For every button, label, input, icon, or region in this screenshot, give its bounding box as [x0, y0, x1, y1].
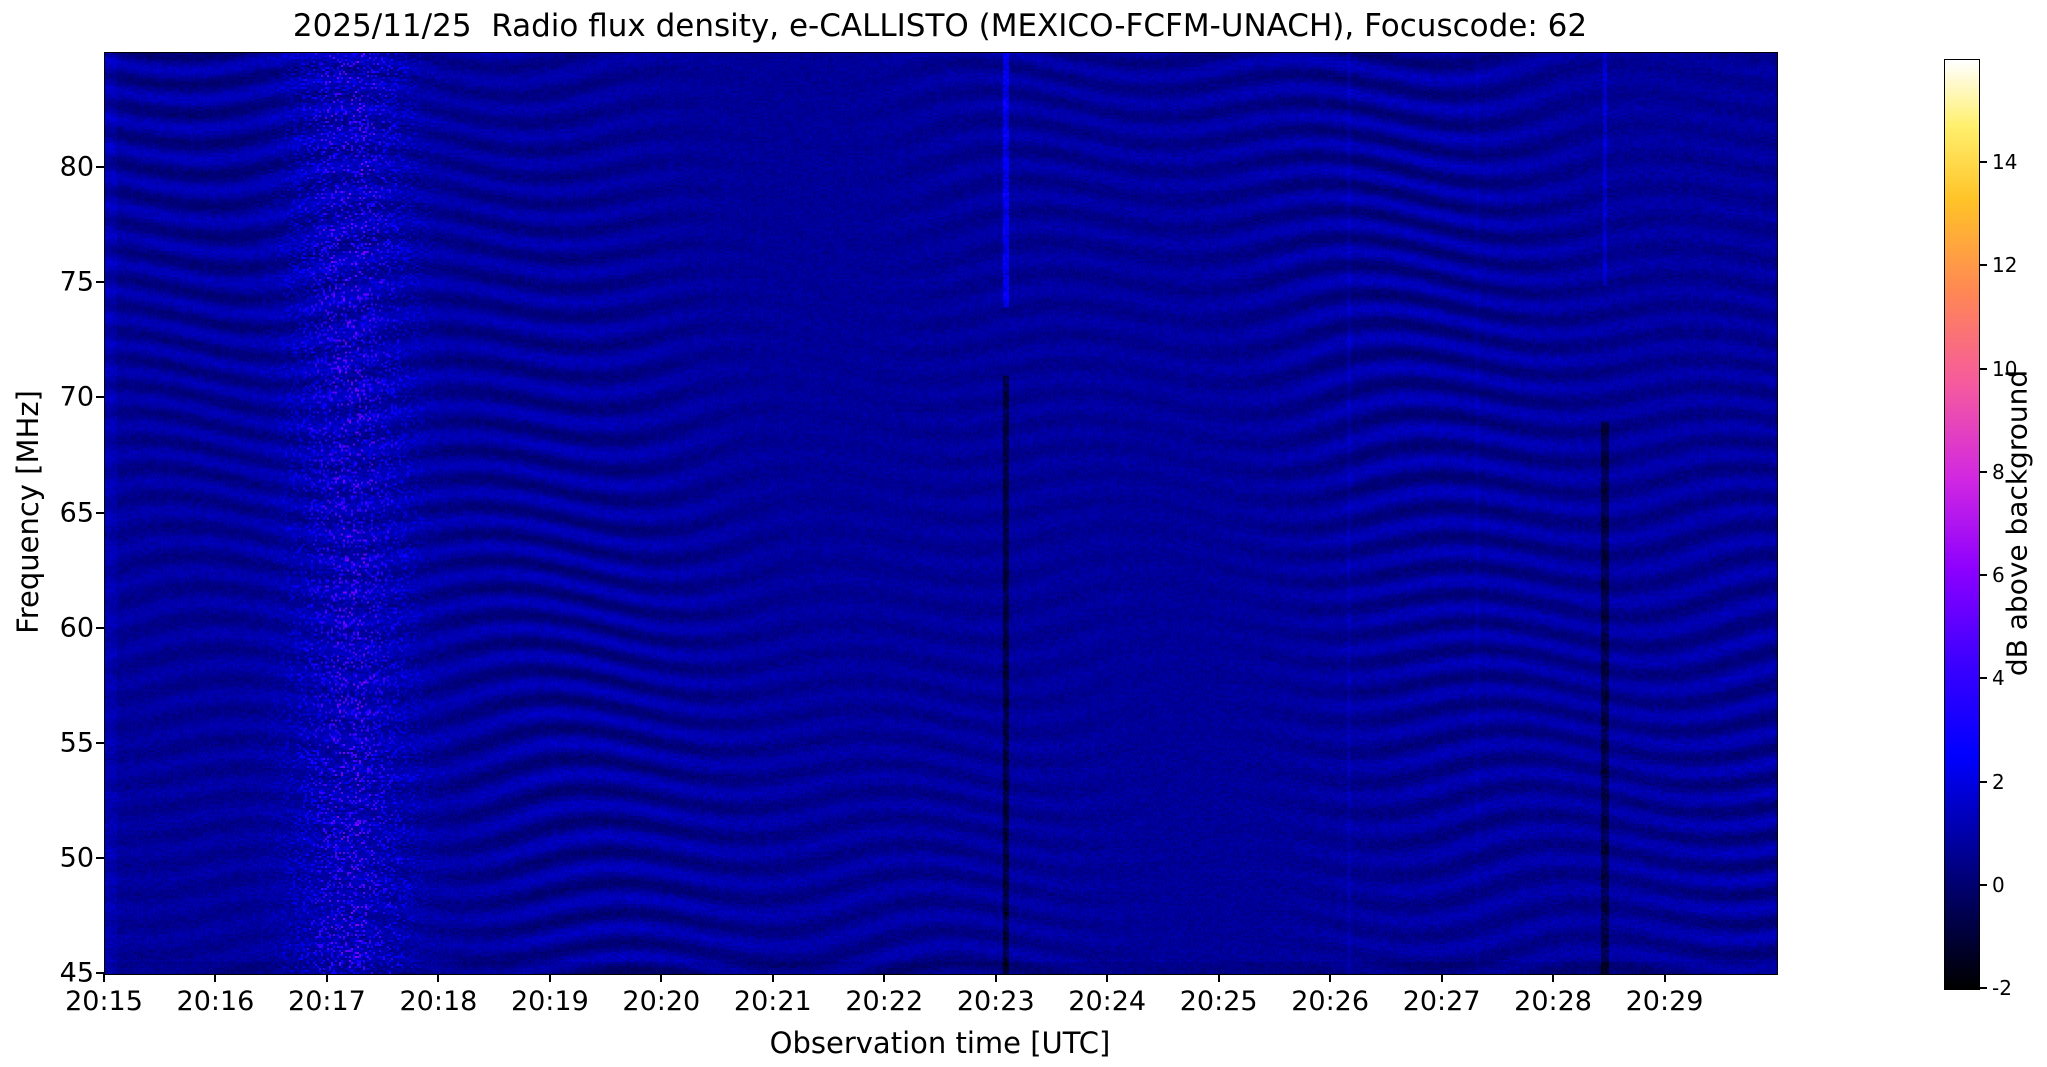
y-tick-label: 45: [59, 957, 94, 989]
x-tick-mark: [325, 974, 328, 982]
y-tick-label: 60: [59, 612, 94, 644]
colorbar-label: dB above background: [2000, 369, 2034, 677]
y-tick-label: 75: [59, 266, 94, 298]
x-tick-label: 20:16: [176, 986, 255, 1017]
x-tick-mark: [883, 974, 886, 982]
x-tick-mark: [103, 974, 105, 982]
x-tick-label: 20:15: [65, 986, 143, 1017]
y-tick-mark: [96, 511, 104, 514]
y-tick-label: 50: [59, 842, 94, 874]
y-tick-label: 70: [59, 381, 94, 413]
x-tick-label: 20:26: [1291, 986, 1370, 1017]
colorbar-tick-label: 4: [1992, 666, 2005, 691]
y-tick-label: 65: [59, 497, 94, 528]
colorbar-tick-mark: [1980, 264, 1987, 267]
colorbar-tick-label: 14: [1992, 150, 2018, 175]
x-tick-mark: [548, 974, 551, 982]
colorbar-tick-mark: [1980, 367, 1987, 370]
y-tick-label: 55: [59, 727, 94, 759]
x-tick-label: 20:19: [510, 986, 589, 1017]
y-tick-mark: [96, 166, 104, 169]
x-tick-mark: [437, 974, 440, 982]
colorbar-tick-label: 12: [1992, 253, 2018, 278]
colorbar-tick-label: 2: [1992, 769, 2005, 794]
colorbar-tick-label: -2: [1992, 976, 2012, 1000]
x-tick-label: 20:21: [733, 986, 812, 1017]
colorbar-tick-mark: [1980, 883, 1987, 886]
colorbar-tick-mark: [1980, 470, 1987, 473]
y-tick-mark: [96, 856, 104, 859]
colorbar-tick-mark: [1980, 780, 1987, 783]
x-tick-label: 20:22: [845, 986, 924, 1017]
colorbar: [1944, 59, 1980, 990]
x-tick-mark: [1552, 974, 1555, 982]
colorbar-tick-label: 8: [1992, 459, 2005, 484]
x-tick-mark: [1663, 974, 1666, 982]
colorbar-tick-label: 10: [1992, 356, 2018, 381]
x-tick-mark: [994, 974, 997, 982]
x-tick-label: 20:17: [288, 986, 366, 1017]
x-tick-label: 20:24: [1068, 986, 1147, 1017]
x-tick-label: 20:28: [1514, 986, 1592, 1017]
x-tick-label: 20:25: [1179, 986, 1258, 1017]
colorbar-tick-mark: [1980, 574, 1987, 577]
y-tick-mark: [96, 281, 104, 284]
x-tick-label: 20:23: [956, 986, 1035, 1017]
x-tick-mark: [1217, 974, 1220, 982]
x-tick-mark: [1440, 974, 1443, 982]
x-tick-label: 20:29: [1625, 986, 1704, 1017]
y-tick-mark: [96, 972, 104, 974]
spectrogram-heatmap: [104, 52, 1778, 975]
colorbar-tick-label: 6: [1992, 563, 2005, 588]
x-tick-mark: [1329, 974, 1332, 982]
x-tick-mark: [660, 974, 663, 982]
colorbar-tick-mark: [1980, 677, 1987, 680]
y-tick-mark: [96, 741, 104, 744]
colorbar-tick-mark: [1980, 161, 1987, 164]
x-tick-label: 20:20: [622, 986, 701, 1017]
x-tick-label: 20:18: [399, 986, 478, 1017]
x-axis-label: Observation time [UTC]: [769, 1026, 1111, 1060]
y-tick-label: 80: [59, 151, 94, 183]
colorbar-tick-mark: [1980, 987, 1987, 989]
x-tick-mark: [214, 974, 217, 982]
x-tick-mark: [771, 974, 774, 982]
colorbar-tick-label: 0: [1992, 872, 2005, 897]
x-tick-mark: [1106, 974, 1109, 982]
y-tick-mark: [96, 396, 104, 399]
x-tick-label: 20:27: [1402, 986, 1481, 1017]
chart-title: 2025/11/25 Radio flux density, e-CALLIST…: [292, 8, 1588, 44]
y-tick-mark: [96, 626, 104, 629]
